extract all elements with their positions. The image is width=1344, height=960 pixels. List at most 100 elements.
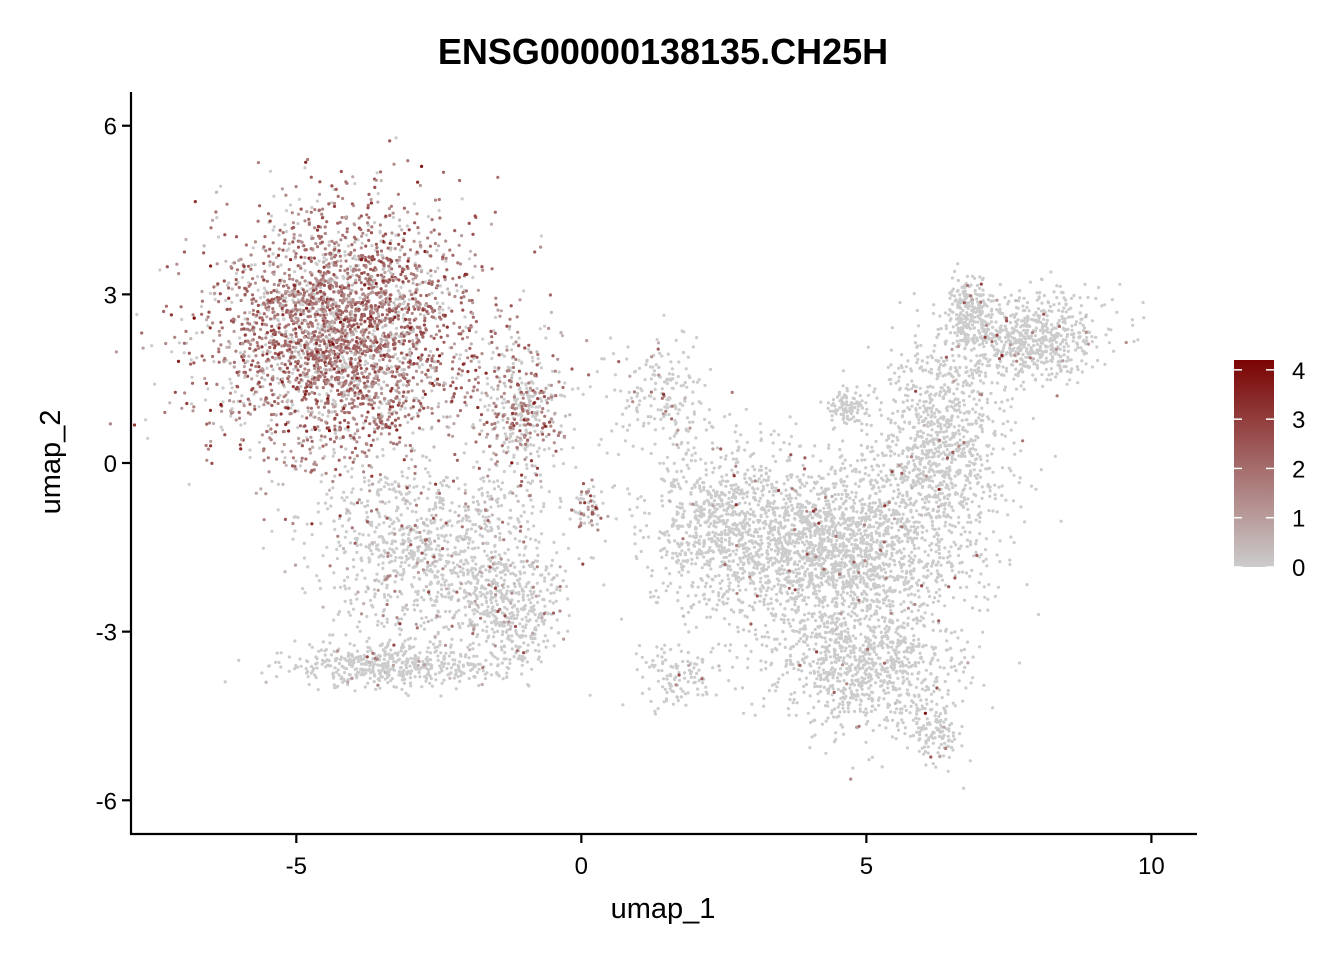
cell-point [677, 360, 681, 364]
cell-point [481, 337, 485, 341]
cell-point [485, 541, 489, 545]
cell-point [536, 600, 540, 605]
cell-point [503, 573, 507, 577]
cell-point [684, 427, 688, 431]
cell-point [884, 514, 888, 518]
cell-point [296, 298, 300, 302]
cell-point [316, 688, 320, 692]
cell-point [433, 379, 437, 383]
cell-point [792, 570, 796, 575]
cell-point [766, 586, 770, 590]
cell-point [444, 259, 448, 263]
cell-point [537, 405, 541, 409]
cell-point [395, 509, 399, 513]
cell-point [897, 560, 902, 564]
cell-point [442, 524, 446, 528]
cell-point [363, 576, 367, 580]
cell-point [390, 653, 394, 657]
cell-point [876, 600, 880, 604]
cell-point [293, 639, 297, 643]
cell-point [549, 583, 553, 587]
cell-point [464, 509, 468, 513]
cell-point [827, 443, 831, 447]
cell-point [797, 567, 801, 571]
cell-point [940, 578, 945, 582]
cell-point [491, 350, 495, 355]
cell-point [496, 504, 500, 508]
cell-point [627, 423, 632, 427]
cell-point [419, 516, 423, 521]
cell-point [842, 484, 846, 488]
cell-point [685, 463, 689, 467]
cell-point [500, 401, 504, 405]
cell-point [561, 579, 565, 583]
cell-point [316, 501, 320, 505]
cell-point [880, 545, 884, 550]
cell-point [663, 380, 667, 384]
cell-point [785, 579, 789, 583]
cell-point [471, 641, 475, 645]
cell-point [340, 363, 344, 367]
cell-point [861, 561, 865, 565]
cell-point [497, 561, 501, 565]
cell-point [805, 637, 809, 641]
cell-point [521, 504, 525, 508]
cell-point [248, 455, 252, 460]
cell-point [323, 653, 327, 657]
cell-point [761, 569, 766, 573]
cell-point [508, 611, 512, 616]
cell-point [356, 238, 360, 242]
cell-point [288, 290, 292, 294]
cell-point [790, 503, 794, 507]
cell-point [408, 664, 412, 668]
cell-point [736, 625, 740, 629]
cell-point [655, 337, 659, 342]
cell-point [649, 404, 653, 408]
cell-point [717, 598, 721, 602]
cell-point [345, 495, 349, 499]
cell-point [248, 310, 252, 315]
cell-point [448, 609, 452, 614]
cell-point [557, 370, 561, 374]
cell-point [679, 442, 683, 446]
cell-point [675, 554, 680, 558]
cell-point [413, 498, 417, 502]
cell-point [775, 480, 779, 484]
cell-point [886, 532, 891, 536]
cell-point [857, 516, 862, 520]
cell-point [385, 364, 389, 368]
cell-point [493, 365, 497, 370]
cell-point [799, 593, 804, 597]
cell-point [715, 520, 719, 525]
cell-point [419, 559, 423, 563]
cell-point [874, 508, 879, 512]
cell-point [897, 540, 902, 545]
cell-point [724, 473, 729, 477]
cell-point [402, 681, 406, 686]
cell-point [625, 428, 630, 432]
cell-point [219, 184, 223, 188]
cell-point [502, 354, 507, 358]
cell-point [468, 538, 472, 542]
cell-point [523, 546, 527, 550]
cell-point [455, 520, 460, 524]
cell-point [442, 535, 446, 539]
cell-point [401, 653, 405, 657]
cell-point [459, 673, 463, 678]
cell-point [855, 614, 859, 618]
cell-point [439, 481, 443, 485]
cell-point [554, 599, 558, 603]
cell-point [505, 628, 509, 632]
cell-point [720, 530, 724, 534]
cell-point [375, 437, 380, 441]
cell-point [265, 366, 269, 370]
cell-point [878, 606, 882, 610]
cell-point [286, 336, 290, 340]
cell-point [532, 524, 536, 528]
cell-point [849, 577, 853, 582]
cell-point [489, 494, 493, 498]
cell-point [799, 519, 803, 523]
cell-point [690, 557, 694, 562]
cell-point [381, 561, 385, 565]
cell-point [925, 586, 929, 590]
